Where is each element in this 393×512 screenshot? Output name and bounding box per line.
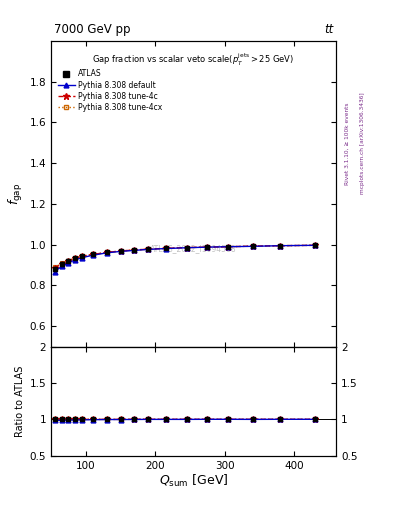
Text: tt: tt: [324, 24, 333, 36]
Text: Gap fraction vs scalar veto scale($p_T^{\rm jets}>$25 GeV): Gap fraction vs scalar veto scale($p_T^{…: [92, 52, 295, 68]
Y-axis label: Ratio to ATLAS: Ratio to ATLAS: [15, 366, 26, 437]
Text: 7000 GeV pp: 7000 GeV pp: [54, 24, 130, 36]
Text: mcplots.cern.ch [arXiv:1306.3436]: mcplots.cern.ch [arXiv:1306.3436]: [360, 93, 365, 194]
Legend: ATLAS, Pythia 8.308 default, Pythia 8.308 tune-4c, Pythia 8.308 tune-4cx: ATLAS, Pythia 8.308 default, Pythia 8.30…: [58, 69, 162, 112]
Text: ATLAS_2012_I1094568: ATLAS_2012_I1094568: [150, 244, 237, 253]
Y-axis label: $f_\mathrm{gap}$: $f_\mathrm{gap}$: [7, 183, 26, 205]
X-axis label: $Q_{\rm sum}$ [GeV]: $Q_{\rm sum}$ [GeV]: [159, 473, 228, 489]
Text: Rivet 3.1.10, ≥ 100k events: Rivet 3.1.10, ≥ 100k events: [345, 102, 350, 185]
